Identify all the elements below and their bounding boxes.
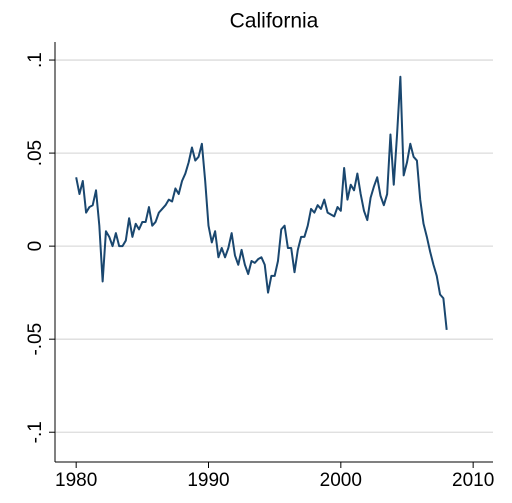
- data-line: [75, 75, 448, 330]
- x-tick-label: 2010: [452, 470, 494, 491]
- y-tick-label: -.05: [25, 323, 46, 356]
- y-tick-label: .1: [25, 52, 46, 68]
- chart-title: California: [230, 10, 319, 33]
- y-tick-label: .05: [25, 140, 46, 166]
- x-tick-label: 1990: [187, 470, 229, 491]
- x-tick-label: 2000: [320, 470, 362, 491]
- y-tick-label: 0: [25, 241, 46, 252]
- y-tick-label: -.1: [25, 421, 46, 443]
- x-tick-label: 1980: [55, 470, 97, 491]
